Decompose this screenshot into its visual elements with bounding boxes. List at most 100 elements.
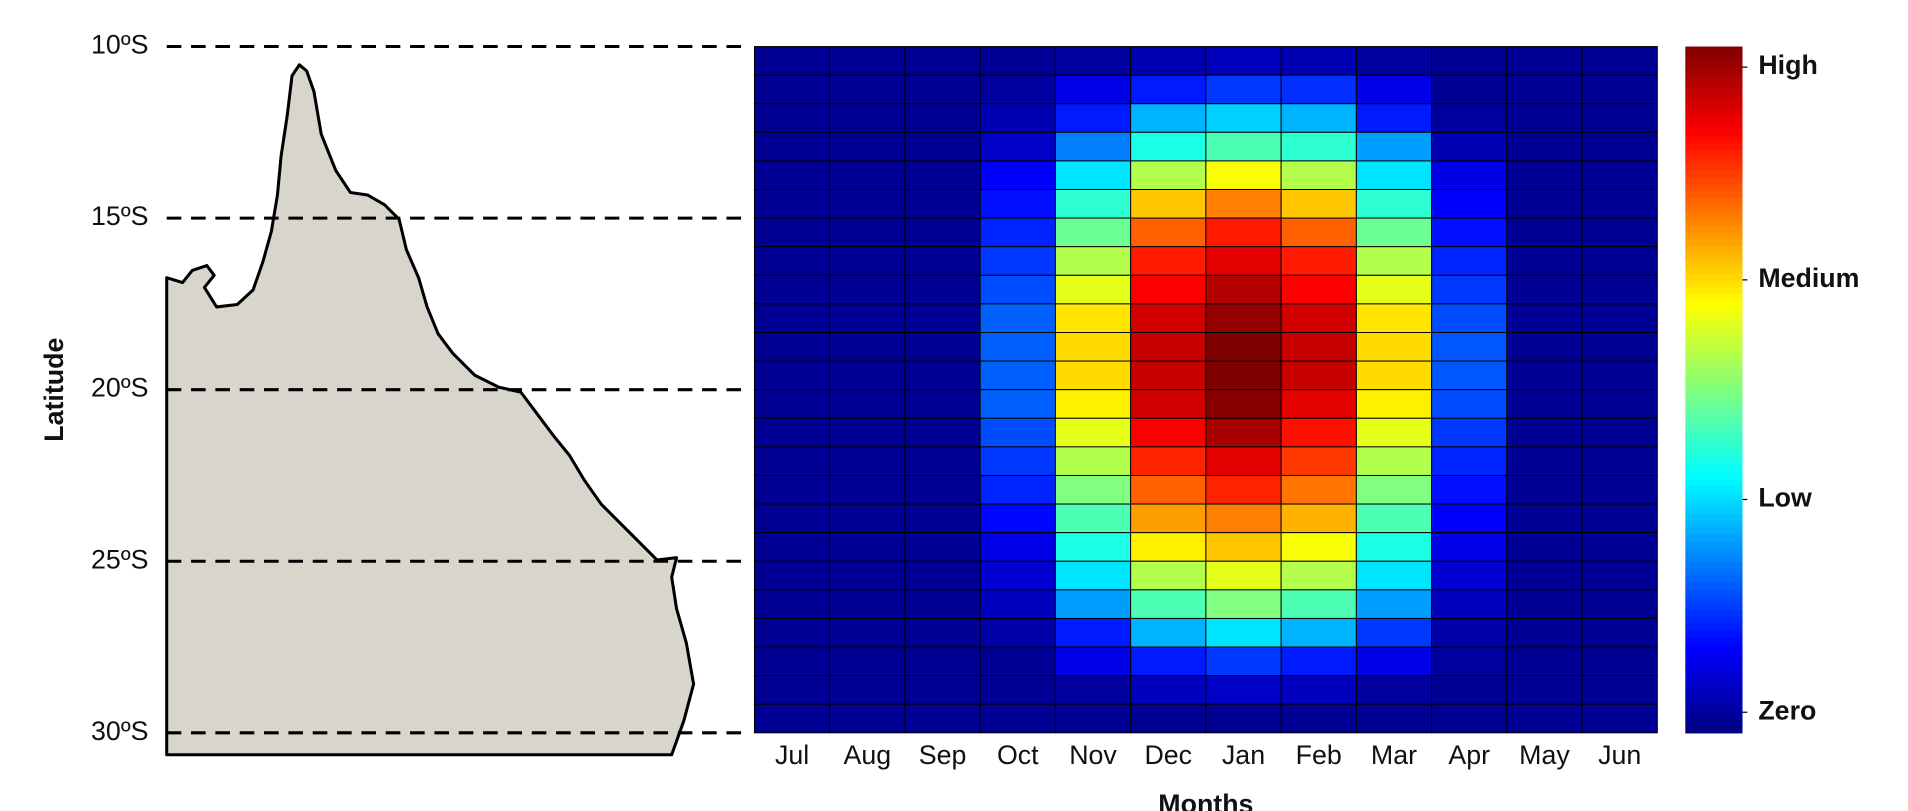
- colorbar-step: [1685, 321, 1743, 329]
- heatmap-cell: [1355, 503, 1433, 534]
- colorbar-step: [1685, 266, 1743, 274]
- heatmap-cell: [1280, 589, 1357, 619]
- heatmap-cell: [1205, 131, 1282, 162]
- heatmap-cell: [904, 274, 981, 305]
- heatmap-cell: [1355, 332, 1433, 362]
- heatmap-cell: [904, 103, 981, 133]
- colorbar-step: [1685, 252, 1743, 260]
- heatmap-cell: [1431, 703, 1508, 734]
- colorbar-step: [1685, 526, 1743, 535]
- colorbar-step: [1685, 568, 1743, 576]
- colorbar-step: [1685, 108, 1743, 116]
- heatmap-cell: [1355, 703, 1433, 734]
- heatmap-cell: [1054, 389, 1132, 419]
- colorbar-step: [1685, 238, 1743, 247]
- colorbar-step: [1685, 712, 1743, 720]
- heatmap-cell: [1280, 332, 1357, 362]
- colorbar-step: [1685, 279, 1743, 288]
- heatmap-cell: [904, 189, 981, 219]
- heatmap-cell: [1205, 474, 1282, 505]
- heatmap-cell: [904, 560, 981, 591]
- colorbar-step: [1685, 341, 1743, 350]
- heatmap-cell: [1431, 646, 1508, 677]
- heatmap-cell: [1054, 560, 1132, 591]
- heatmap-cell: [1581, 217, 1658, 248]
- heatmap-cell: [1355, 675, 1433, 705]
- heatmap-cell: [904, 617, 981, 648]
- heatmap-cell: [1581, 160, 1658, 190]
- colorbar-step: [1685, 588, 1743, 597]
- colorbar-step: [1685, 53, 1743, 61]
- heatmap-cell: [1130, 646, 1207, 677]
- heatmap-cell: [829, 417, 906, 448]
- heatmap-cell: [1130, 103, 1207, 133]
- heatmap-cell: [1205, 417, 1282, 448]
- heatmap-cell: [1280, 646, 1357, 677]
- heatmap-cell: [753, 303, 831, 333]
- heatmap-cell: [1506, 303, 1583, 333]
- x-tick-label: Feb: [1296, 740, 1342, 770]
- y-tick-label: 15ºS: [91, 201, 148, 231]
- heatmap-cell: [979, 217, 1056, 248]
- x-tick-label: Jan: [1222, 740, 1265, 770]
- colorbar-step: [1685, 677, 1743, 686]
- heatmap-cell: [753, 131, 831, 162]
- heatmap-cell: [904, 246, 981, 276]
- heatmap-cell: [979, 131, 1056, 162]
- heatmap-cell: [1280, 189, 1357, 219]
- heatmap-cell: [904, 217, 981, 248]
- heatmap-cell: [753, 617, 831, 648]
- heatmap-cell: [753, 646, 831, 677]
- heatmap-cell: [1054, 474, 1132, 505]
- colorbar-step: [1685, 671, 1743, 679]
- colorbar-step: [1685, 128, 1743, 137]
- heatmap-cell: [1280, 246, 1357, 276]
- colorbar-step: [1685, 485, 1743, 494]
- colorbar-step: [1685, 135, 1743, 144]
- heatmap-cell: [904, 303, 981, 333]
- heatmap-cell: [1355, 646, 1433, 677]
- heatmap-cell: [1581, 46, 1658, 76]
- heatmap-cell: [1054, 131, 1132, 162]
- colorbar-step: [1685, 94, 1743, 103]
- heatmap-cell: [904, 46, 981, 76]
- heatmap-cell: [1581, 589, 1658, 619]
- colorbar-step: [1685, 465, 1743, 473]
- y-tick-label: 25ºS: [91, 544, 148, 574]
- heatmap-cell: [753, 74, 831, 105]
- heatmap-cell: [1205, 560, 1282, 591]
- colorbar-step: [1685, 334, 1743, 343]
- heatmap-cell: [1205, 389, 1282, 419]
- colorbar-step: [1685, 533, 1743, 542]
- y-tick-label: 20ºS: [91, 373, 148, 403]
- heatmap-cell: [1506, 103, 1583, 133]
- colorbar-step: [1685, 705, 1743, 713]
- heatmap-cell: [1280, 446, 1357, 476]
- heatmap-cell: [1431, 274, 1508, 305]
- heatmap-cell: [904, 703, 981, 734]
- heatmap-cell: [1581, 332, 1658, 362]
- heatmap-cell: [979, 446, 1056, 476]
- heatmap-cell: [1581, 617, 1658, 648]
- colorbar-step: [1685, 176, 1743, 185]
- colorbar-step: [1685, 410, 1743, 418]
- heatmap-cell: [1506, 189, 1583, 219]
- heatmap-cell: [753, 417, 831, 448]
- heatmap-cell: [1431, 303, 1508, 333]
- heatmap-cell: [829, 532, 906, 562]
- heatmap-cell: [1205, 217, 1282, 248]
- colorbar-step: [1685, 492, 1743, 501]
- heatmap-cell: [1130, 274, 1207, 305]
- heatmap-cell: [829, 246, 906, 276]
- x-tick-label: Sep: [919, 740, 967, 770]
- heatmap-cell: [1280, 217, 1357, 248]
- heatmap-cell: [1581, 360, 1658, 391]
- x-tick-label: Jun: [1598, 740, 1641, 770]
- heatmap-cell: [1581, 503, 1658, 534]
- heatmap-cell: [1581, 303, 1658, 333]
- colorbar-step: [1685, 540, 1743, 549]
- colorbar-step: [1685, 451, 1743, 459]
- heatmap-cell: [829, 503, 906, 534]
- heatmap-cell: [1054, 160, 1132, 190]
- heatmap-cell: [829, 446, 906, 476]
